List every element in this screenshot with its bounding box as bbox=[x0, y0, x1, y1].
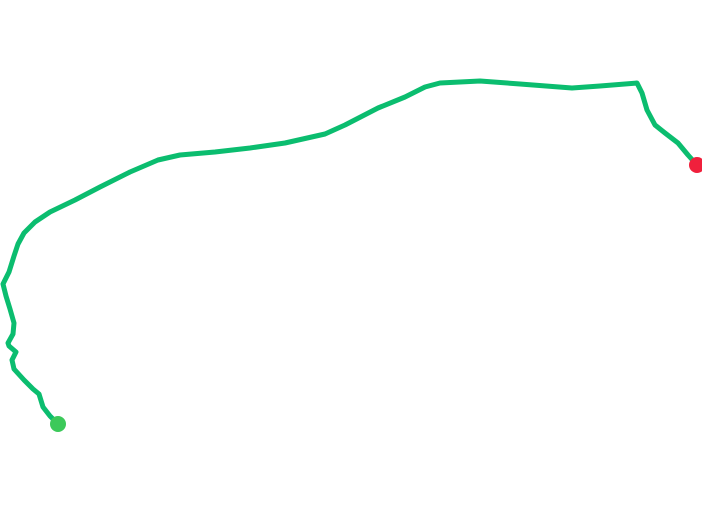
start-marker[interactable] bbox=[50, 416, 66, 432]
end-marker[interactable] bbox=[689, 157, 702, 173]
route-line bbox=[0, 78, 700, 427]
